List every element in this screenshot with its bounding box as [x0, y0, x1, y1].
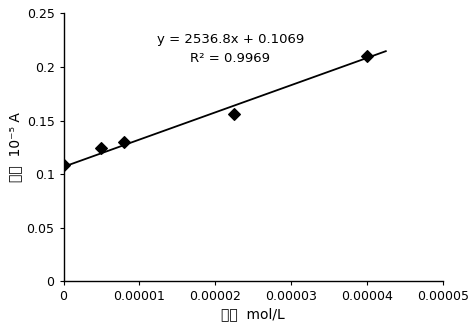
- Point: [230, 112, 238, 117]
- Point: [120, 139, 128, 145]
- X-axis label: 浓度  mol/L: 浓度 mol/L: [221, 308, 284, 322]
- Text: y = 2536.8x + 0.1069: y = 2536.8x + 0.1069: [157, 33, 303, 46]
- Point: [60, 162, 67, 167]
- Y-axis label: 电流  10⁻⁵ A: 电流 10⁻⁵ A: [8, 113, 22, 182]
- Point: [362, 53, 370, 59]
- Point: [98, 146, 105, 151]
- Text: R² = 0.9969: R² = 0.9969: [190, 51, 270, 65]
